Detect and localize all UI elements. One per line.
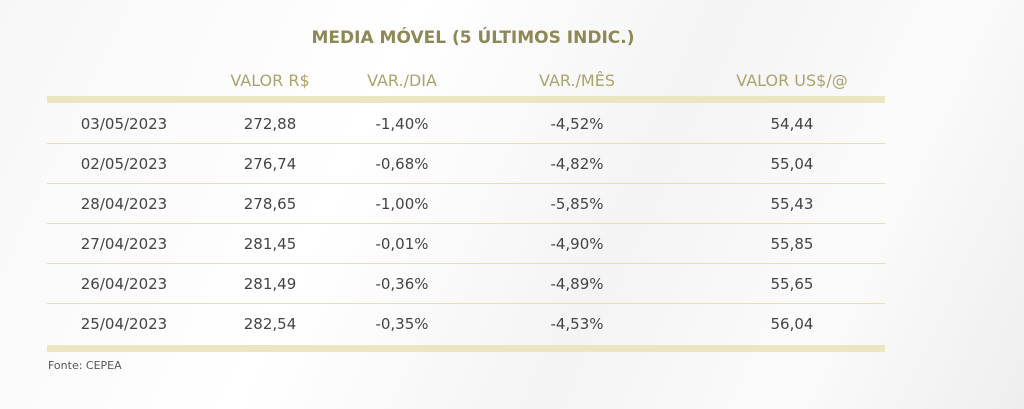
table-cell: 26/04/2023 <box>80 275 168 293</box>
table-cell: 25/04/2023 <box>80 315 168 333</box>
table-cell: 55,04 <box>770 155 814 173</box>
footer-bar <box>47 345 885 352</box>
header-bar <box>47 96 885 103</box>
table-cell: 28/04/2023 <box>80 195 168 213</box>
table-cell: -4,89% <box>550 275 604 293</box>
row-separator <box>47 183 885 184</box>
row-separator <box>47 223 885 224</box>
table-cell: -0,01% <box>375 235 429 253</box>
table-cell: -0,68% <box>375 155 429 173</box>
table-title: MEDIA MÓVEL (5 ÚLTIMOS INDIC.) <box>311 28 635 48</box>
table-cell: -1,40% <box>375 115 429 133</box>
table-cell: 55,85 <box>770 235 814 253</box>
column-header: VALOR US$/@ <box>736 71 848 90</box>
table-cell: 276,74 <box>243 155 297 173</box>
row-separator <box>47 263 885 264</box>
column-header: VAR./DIA <box>367 71 437 90</box>
row-separator <box>47 143 885 144</box>
table-cell: 54,44 <box>770 115 814 133</box>
table-cell: -4,90% <box>550 235 604 253</box>
table-cell: 281,49 <box>243 275 297 293</box>
table-cell: 27/04/2023 <box>80 235 168 253</box>
table-cell: -0,35% <box>375 315 429 333</box>
table-cell: -4,82% <box>550 155 604 173</box>
table-cell: 278,65 <box>243 195 297 213</box>
table-cell: 56,04 <box>770 315 814 333</box>
column-header: VAR./MÊS <box>539 71 615 90</box>
table-cell: -4,53% <box>550 315 604 333</box>
table-cell: 282,54 <box>243 315 297 333</box>
table-cell: -0,36% <box>375 275 429 293</box>
row-separator <box>47 303 885 304</box>
table-cell: -5,85% <box>550 195 604 213</box>
table-cell: 55,65 <box>770 275 814 293</box>
table-cell: 272,88 <box>243 115 297 133</box>
table-cell: -4,52% <box>550 115 604 133</box>
table-cell: 281,45 <box>243 235 297 253</box>
table-cell: 02/05/2023 <box>80 155 168 173</box>
table-cell: 55,43 <box>770 195 814 213</box>
table-cell: -1,00% <box>375 195 429 213</box>
table-cell: 03/05/2023 <box>80 115 168 133</box>
source-note: Fonte: CEPEA <box>48 359 122 372</box>
column-header: VALOR R$ <box>230 71 310 90</box>
